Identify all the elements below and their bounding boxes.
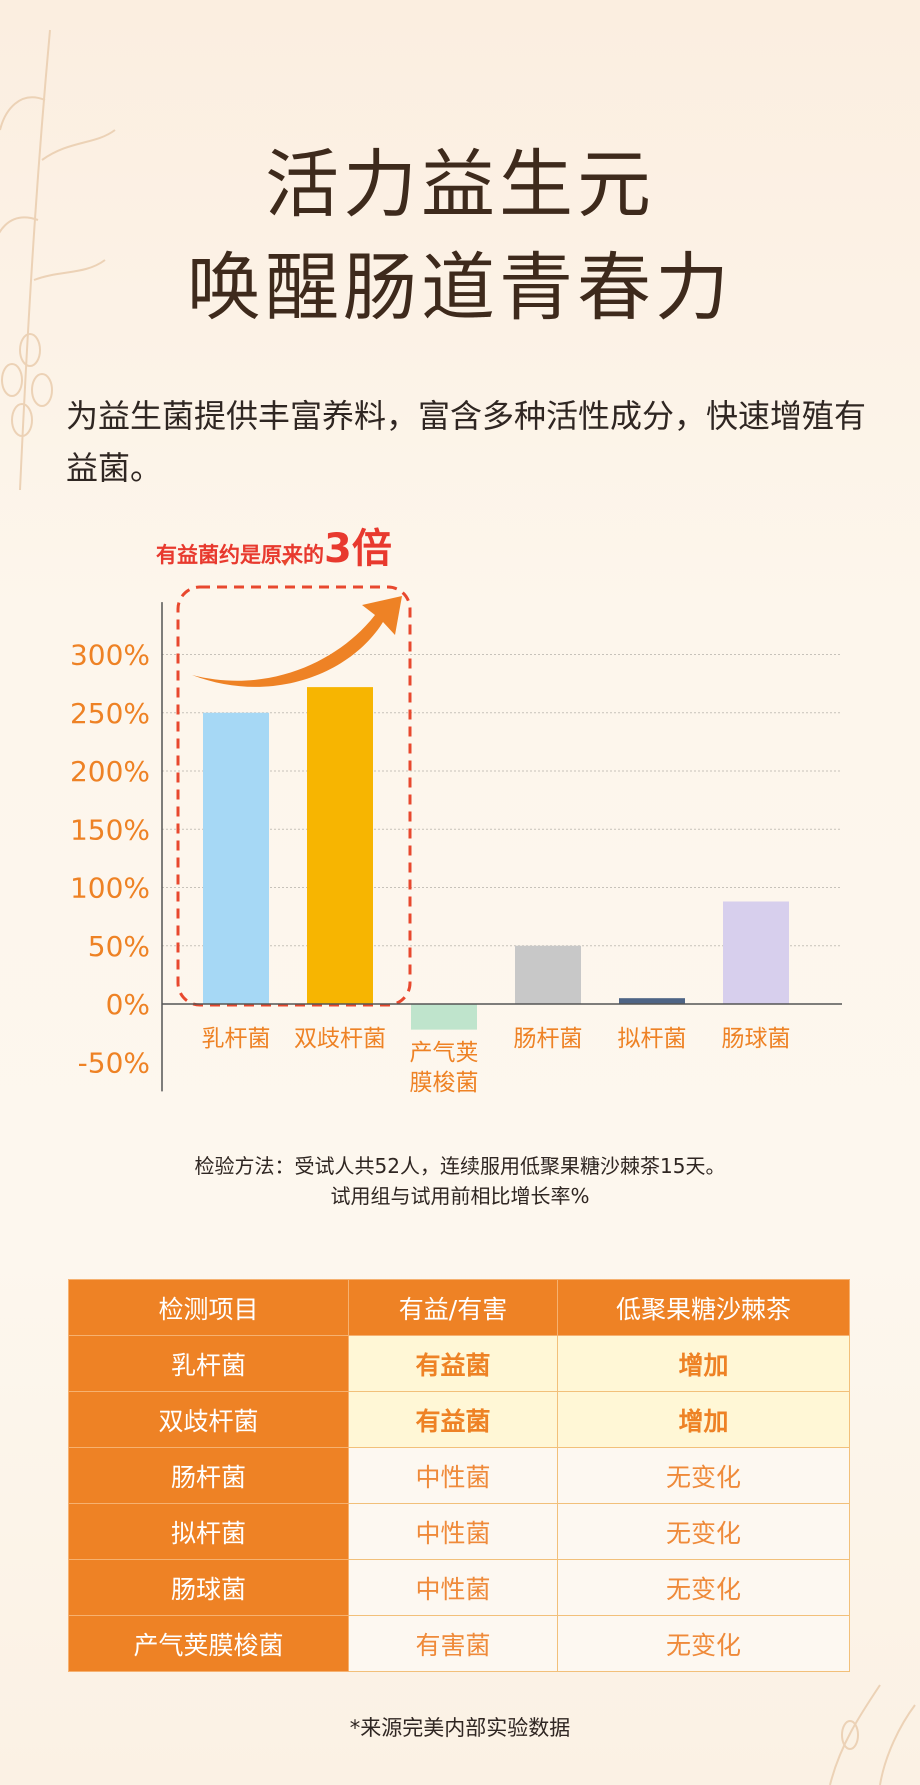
table-row-label: 产气荚膜梭菌 [68,1615,349,1672]
page-title: 活力益生元 [265,142,655,228]
callout-pointer-icon [281,560,289,566]
leaf-decoration-icon [0,29,116,491]
method-note: 检验方法：受试人共52人，连续服用低聚果糖沙棘茶15天。 [194,1154,726,1178]
table-row-label: 双歧杆菌 [68,1391,349,1448]
table-row: 肠杆菌 中性菌 无变化 [68,1447,850,1504]
comparison-table: 检测项目 有益/有害 低聚果糖沙棘茶 乳杆菌 有益菌 增加 双歧杆菌 有益菌 增… [68,1279,850,1672]
y-tick-label: 300% [70,639,150,672]
table-cell: 有益菌 [348,1335,558,1392]
table-row-label: 肠杆菌 [68,1447,349,1504]
y-tick-label: 0% [106,988,150,1021]
highlight-box [176,585,412,1007]
table-cell: 中性菌 [348,1559,558,1616]
bar [723,901,789,1004]
y-tick-label: -50% [78,1046,150,1079]
table-row: 双歧杆菌 有益菌 增加 [68,1391,850,1448]
callout-label: 有益菌约是原来的3倍 [156,516,392,574]
bar [307,687,373,1004]
page-subtitle-title: 唤醒肠道青春力 [187,245,733,331]
callout-highlight: 3倍 [324,526,392,572]
table-row-label: 拟杆菌 [68,1503,349,1560]
table-cell: 增加 [557,1335,850,1392]
source-footnote: *来源完美内部实验数据 [349,1716,571,1740]
category-label: 乳杆菌 [202,1026,271,1052]
bar-chart: -50% 0% 50% 100% 150% 200% 250% 300% 乳杆菌 双歧杆菌产气荚膜… [70,560,842,1096]
table-row: 肠球菌 中性菌 无变化 [68,1559,850,1616]
method-note-2: 试用组与试用前相比增长率% [330,1184,590,1208]
growth-arrow-icon [192,596,402,687]
table-cell: 有益菌 [348,1391,558,1448]
y-tick-label: 250% [70,697,150,730]
leaf-decoration-icon [829,1684,916,1785]
table-header-cell: 有益/有害 [348,1279,558,1336]
category-label: 双歧杆菌 [294,1026,386,1052]
table-row-label: 乳杆菌 [68,1335,349,1392]
table-cell: 无变化 [557,1503,850,1560]
bar [203,712,269,1004]
table-row-label: 肠球菌 [68,1559,349,1616]
table-header-cell: 检测项目 [68,1279,349,1336]
table-cell: 增加 [557,1391,850,1448]
category-label: 拟杆菌 [618,1026,687,1052]
category-label: 肠球菌 [722,1026,791,1052]
category-label: 产气荚膜梭菌 [410,1040,479,1096]
bar [619,998,685,1004]
table-row: 乳杆菌 有益菌 增加 [68,1335,850,1392]
category-label: 肠杆菌 [514,1026,583,1052]
table-row: 产气荚膜梭菌 有害菌 无变化 [68,1615,850,1672]
y-tick-label: 100% [70,872,150,905]
table-header-cell: 低聚果糖沙棘茶 [557,1279,850,1336]
table-cell: 无变化 [557,1559,850,1616]
table-header-row: 检测项目 有益/有害 低聚果糖沙棘茶 [68,1279,850,1336]
bar [515,945,581,1004]
y-tick-label: 50% [88,930,150,963]
y-tick-label: 150% [70,813,150,846]
table-cell: 中性菌 [348,1447,558,1504]
y-tick-label: 200% [70,755,150,788]
table-cell: 无变化 [557,1615,850,1672]
callout-text: 有益菌约是原来的 [156,543,324,567]
bar [411,1004,477,1030]
table-row: 拟杆菌 中性菌 无变化 [68,1503,850,1560]
table-cell: 有害菌 [348,1615,558,1672]
intro-text: 为益生菌提供丰富养料，富含多种活性成分，快速增殖有益菌。 [66,397,867,487]
table-cell: 中性菌 [348,1503,558,1560]
table-cell: 无变化 [557,1447,850,1504]
